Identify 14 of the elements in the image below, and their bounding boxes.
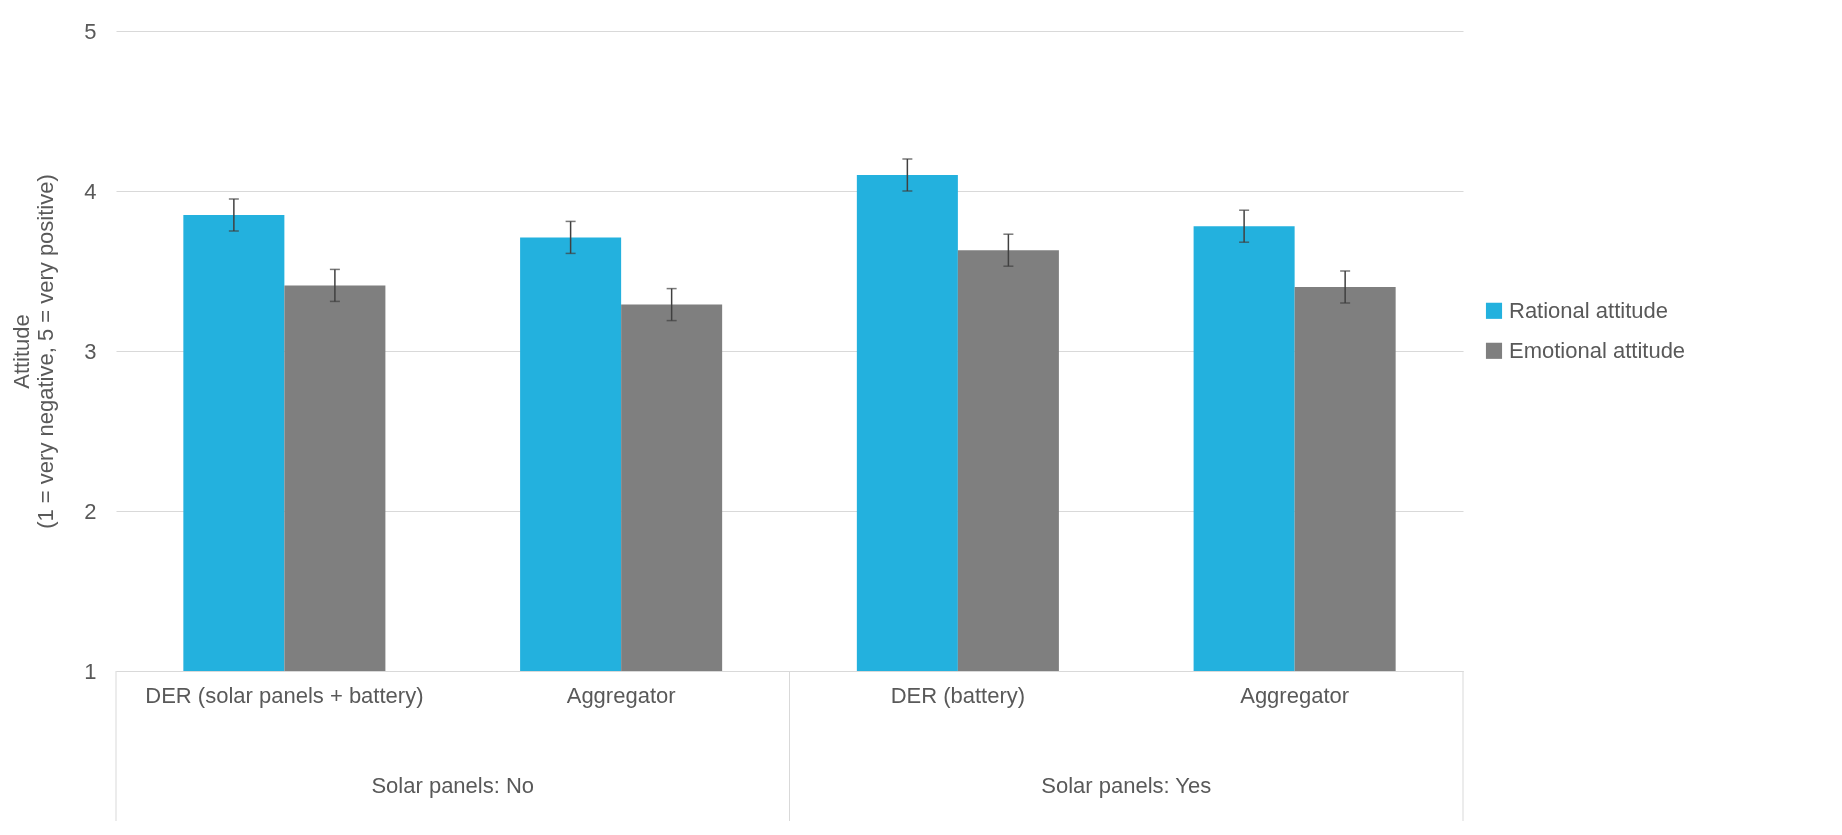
legend-label: Emotional attitude bbox=[1509, 337, 1686, 363]
legend-label: Rational attitude bbox=[1509, 297, 1668, 323]
text: Solar panels: No bbox=[371, 773, 535, 798]
x-tick-label: DER (solar panels + battery) bbox=[145, 682, 424, 708]
y-tick-label: 1 bbox=[84, 658, 97, 684]
y-tick-label: 4 bbox=[84, 178, 97, 204]
y-tick-label: 2 bbox=[84, 498, 97, 524]
text: Solar panels: Yes bbox=[1041, 773, 1212, 798]
y-tick-label: 3 bbox=[84, 338, 97, 364]
y-tick-label: 5 bbox=[84, 18, 97, 44]
x-tick-label: Aggregator bbox=[1240, 682, 1350, 708]
x-tick-label: Aggregator bbox=[566, 682, 676, 708]
x-tick-label: DER (battery) bbox=[890, 682, 1026, 708]
y-axis-title: Attitude (1 = very negative, 5 = very positive) bbox=[9, 174, 59, 529]
